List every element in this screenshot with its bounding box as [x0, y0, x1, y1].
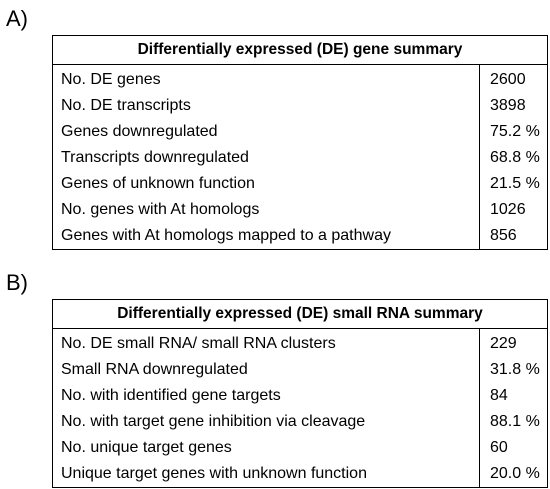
row-value: 856 — [479, 223, 548, 250]
small-rna-summary-table: Differentially expressed (DE) small RNA … — [52, 299, 548, 488]
table-row: No. DE transcripts 3898 — [52, 93, 548, 119]
row-value: 88.1 % — [479, 409, 548, 435]
row-label: Genes downregulated — [52, 119, 480, 145]
table-row: Genes downregulated 75.2 % — [52, 119, 548, 145]
table-row: No. genes with At homologs 1026 — [52, 197, 548, 223]
row-label: No. with target gene inhibition via clea… — [52, 409, 480, 435]
gene-summary-title: Differentially expressed (DE) gene summa… — [52, 35, 548, 65]
table-row: Small RNA downregulated 31.8 % — [52, 357, 548, 383]
row-value: 60 — [479, 435, 548, 461]
table-row: Unique target genes with unknown functio… — [52, 461, 548, 488]
row-label: No. with identified gene targets — [52, 383, 480, 409]
row-value: 75.2 % — [479, 119, 548, 145]
table-row: Genes of unknown function 21.5 % — [52, 171, 548, 197]
table-row: No. unique target genes 60 — [52, 435, 548, 461]
row-value: 3898 — [479, 93, 548, 119]
row-label: No. DE transcripts — [52, 93, 480, 119]
row-value: 68.8 % — [479, 145, 548, 171]
row-label: Transcripts downregulated — [52, 145, 480, 171]
row-value: 229 — [479, 328, 548, 357]
panel-b-label: B) — [6, 270, 28, 295]
small-rna-summary-title: Differentially expressed (DE) small RNA … — [52, 299, 548, 329]
row-value: 21.5 % — [479, 171, 548, 197]
row-label: No. DE small RNA/ small RNA clusters — [52, 328, 480, 357]
row-label: Genes of unknown function — [52, 171, 480, 197]
row-label: Small RNA downregulated — [52, 357, 480, 383]
row-value: 31.8 % — [479, 357, 548, 383]
table-row: No. DE genes 2600 — [52, 64, 548, 93]
table-row: No. with identified gene targets 84 — [52, 383, 548, 409]
row-value: 2600 — [479, 64, 548, 93]
row-label: Genes with At homologs mapped to a pathw… — [52, 223, 480, 250]
row-value: 84 — [479, 383, 548, 409]
row-label: No. genes with At homologs — [52, 197, 480, 223]
row-label: Unique target genes with unknown functio… — [52, 461, 480, 488]
row-label: No. unique target genes — [52, 435, 480, 461]
table-row: No. with target gene inhibition via clea… — [52, 409, 548, 435]
table-row: Transcripts downregulated 68.8 % — [52, 145, 548, 171]
row-value: 20.0 % — [479, 461, 548, 488]
panel-a-label: A) — [6, 6, 28, 31]
gene-summary-table: Differentially expressed (DE) gene summa… — [52, 35, 548, 250]
row-value: 1026 — [479, 197, 548, 223]
row-label: No. DE genes — [52, 64, 480, 93]
table-row: Genes with At homologs mapped to a pathw… — [52, 223, 548, 250]
table-row: No. DE small RNA/ small RNA clusters 229 — [52, 328, 548, 357]
